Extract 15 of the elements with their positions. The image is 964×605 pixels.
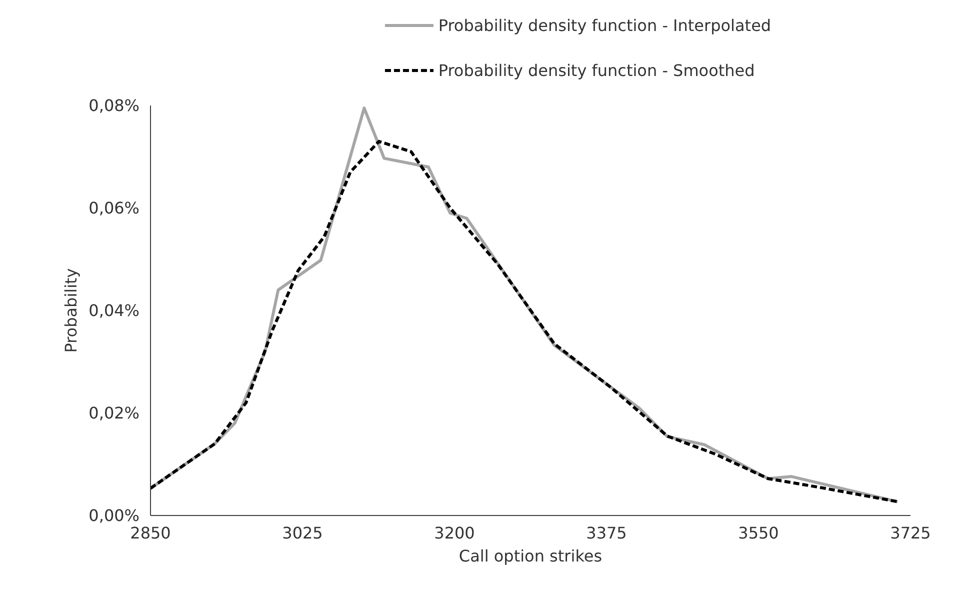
x-tick-label: 3025 — [282, 524, 323, 542]
y-tick-label: 0,00% — [88, 506, 140, 525]
y-tick-label: 0,02% — [88, 404, 140, 422]
x-tick-label: 3200 — [434, 524, 475, 542]
legend-label: Probability density function - Interpolated — [438, 16, 772, 35]
y-tick-label: 0,08% — [88, 96, 140, 115]
x-axis-title: Call option strikes — [458, 546, 602, 566]
y-tick-label: 0,04% — [88, 301, 140, 320]
legend-label: Probability density function - Smoothed — [438, 61, 755, 80]
x-tick-label: 2850 — [130, 524, 171, 542]
x-tick-label: 3375 — [586, 524, 627, 542]
x-tick-label: 3550 — [738, 524, 779, 542]
y-axis-title: Probability — [62, 268, 81, 353]
x-tick-label: 3725 — [890, 524, 931, 542]
y-tick-label: 0,06% — [88, 198, 140, 218]
